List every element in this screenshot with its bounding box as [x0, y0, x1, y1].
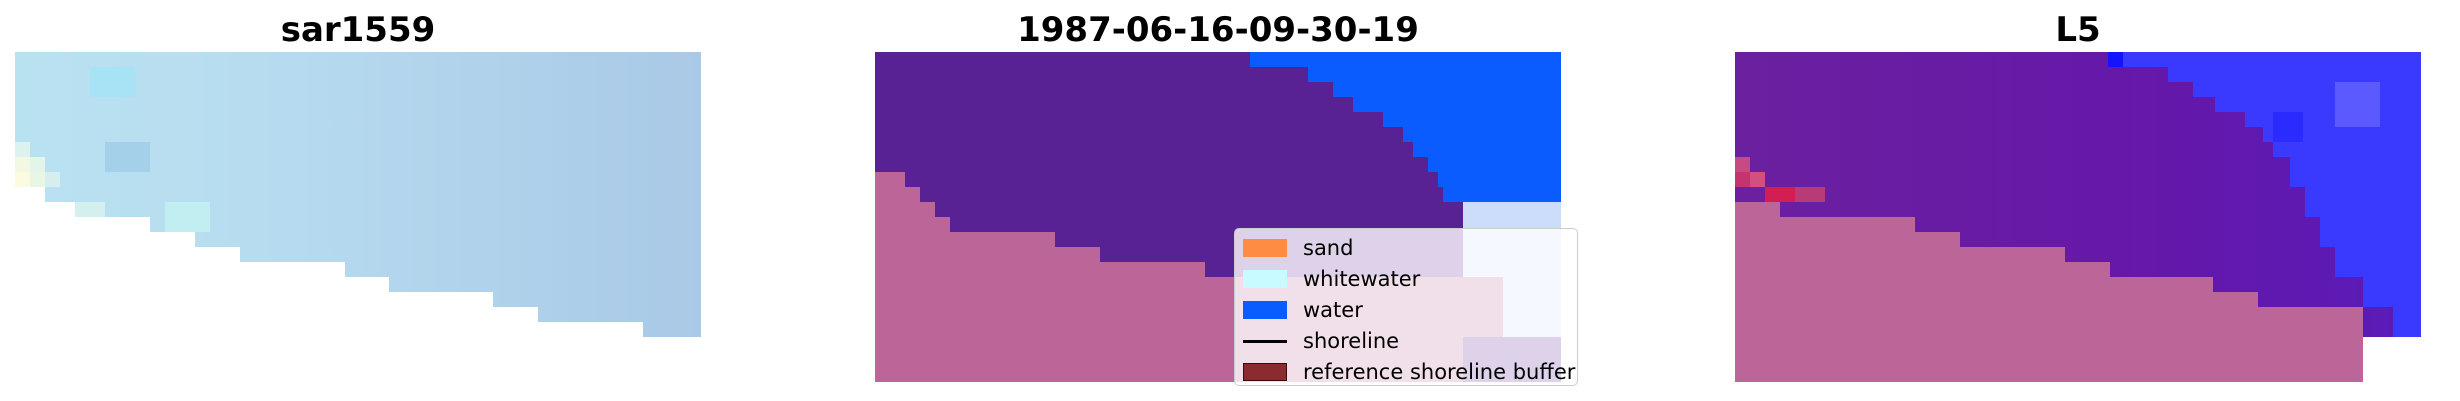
sand-swatch [1243, 239, 1287, 257]
panel-title: L5 [2055, 10, 2101, 50]
legend-item-shoreline: shoreline [1243, 329, 1399, 353]
whitewater-swatch [1243, 270, 1287, 288]
buffer-swatch [1243, 363, 1287, 381]
legend-label: shoreline [1303, 329, 1400, 353]
legend-item-whitewater: whitewater [1243, 267, 1420, 291]
legend-item-water: water [1243, 298, 1363, 322]
legend-label: water [1303, 298, 1363, 322]
legend-label: reference shoreline buffer [1303, 360, 1576, 384]
legend-label: sand [1303, 236, 1354, 260]
shoreline-line-swatch [1243, 339, 1287, 343]
panel-title: sar1559 [280, 10, 436, 50]
water-swatch [1243, 301, 1287, 319]
legend-label: whitewater [1303, 267, 1421, 291]
panel-title: 1987-06-16-09-30-19 [1017, 10, 1419, 50]
l5-image [1735, 52, 2421, 382]
legend: sand whitewater water shoreline referenc… [1234, 228, 1578, 386]
rgb-image [15, 52, 701, 337]
legend-item-sand: sand [1243, 236, 1353, 260]
legend-item-reference-shoreline-buffer: reference shoreline buffer [1243, 360, 1575, 384]
